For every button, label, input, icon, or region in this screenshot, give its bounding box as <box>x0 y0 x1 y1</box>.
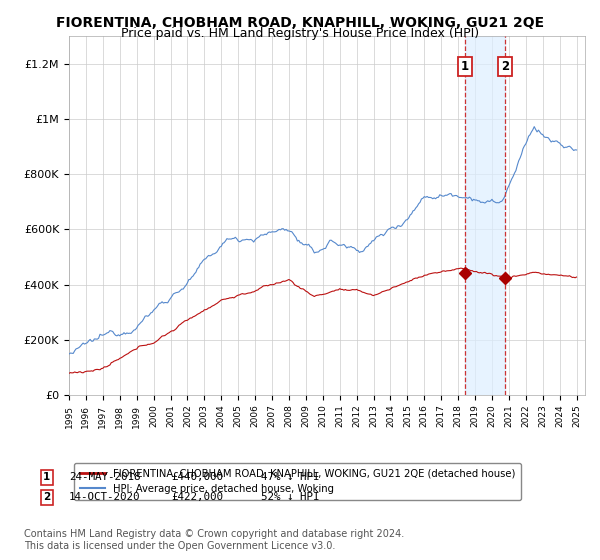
Text: 2: 2 <box>43 492 50 502</box>
Text: 2: 2 <box>501 60 509 73</box>
Text: 1: 1 <box>43 472 50 482</box>
Text: 1: 1 <box>461 60 469 73</box>
Bar <box>465 36 505 395</box>
Text: Contains HM Land Registry data © Crown copyright and database right 2024.
This d: Contains HM Land Registry data © Crown c… <box>24 529 404 551</box>
Text: £440,000: £440,000 <box>171 472 223 482</box>
Text: 24-MAY-2018: 24-MAY-2018 <box>69 472 140 482</box>
Legend: FIORENTINA, CHOBHAM ROAD, KNAPHILL, WOKING, GU21 2QE (detached house), HPI: Aver: FIORENTINA, CHOBHAM ROAD, KNAPHILL, WOKI… <box>74 463 521 500</box>
Text: 14-OCT-2020: 14-OCT-2020 <box>69 492 140 502</box>
Text: £422,000: £422,000 <box>171 492 223 502</box>
Text: 52% ↓ HPI: 52% ↓ HPI <box>261 492 320 502</box>
Text: Price paid vs. HM Land Registry's House Price Index (HPI): Price paid vs. HM Land Registry's House … <box>121 27 479 40</box>
Text: 47% ↓ HPI: 47% ↓ HPI <box>261 472 320 482</box>
Text: FIORENTINA, CHOBHAM ROAD, KNAPHILL, WOKING, GU21 2QE: FIORENTINA, CHOBHAM ROAD, KNAPHILL, WOKI… <box>56 16 544 30</box>
